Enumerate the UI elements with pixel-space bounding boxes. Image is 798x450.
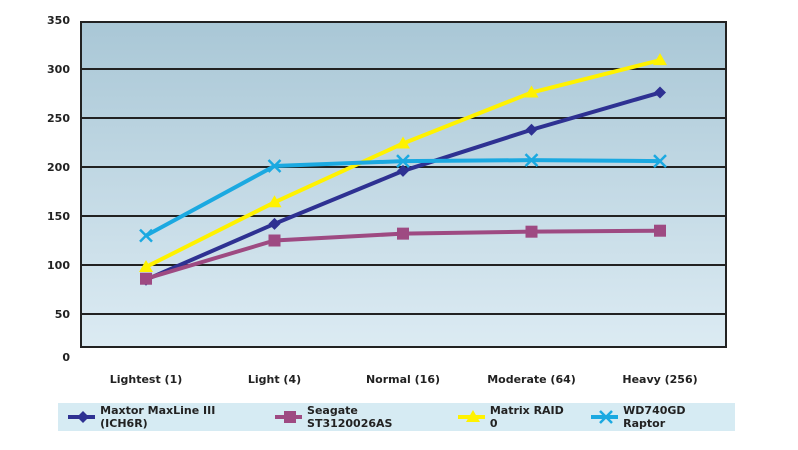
data-point	[268, 217, 281, 230]
y-tick-label: 0	[62, 351, 70, 364]
data-point	[283, 411, 296, 423]
data-point	[397, 227, 409, 240]
legend-label: Seagate ST3120026AS	[307, 404, 393, 430]
y-tick-label: 50	[55, 308, 71, 321]
data-point	[525, 123, 538, 136]
data-point	[396, 154, 410, 169]
y-tick-label: 350	[47, 14, 70, 27]
data-point	[268, 234, 281, 247]
legend-marker	[68, 411, 96, 423]
x-tick-label: Light (4)	[248, 373, 301, 386]
legend-label: Maxtor MaxLine III (ICH6R)	[100, 404, 216, 430]
series-line	[139, 153, 667, 243]
line-chart: 0 50 100 150 200 250 300 350 Lightest (1) Light (…	[47, 14, 727, 386]
x-tick-label: Normal (16)	[366, 373, 440, 386]
plot-area	[80, 21, 727, 348]
legend-marker	[591, 410, 619, 424]
data-point	[524, 85, 539, 98]
series-line	[140, 86, 666, 286]
data-point	[654, 224, 666, 237]
series-line	[140, 224, 666, 285]
y-tick-label: 150	[47, 210, 70, 223]
data-point	[267, 195, 282, 208]
legend-item: WD740GD Raptor	[591, 404, 721, 430]
data-point	[465, 410, 480, 422]
data-point	[653, 154, 667, 169]
data-point	[524, 153, 539, 168]
legend-item: Maxtor MaxLine III (ICH6R)	[68, 404, 251, 430]
data-point	[525, 225, 538, 238]
legend-item: Seagate ST3120026AS	[274, 404, 434, 430]
series-line	[139, 53, 667, 272]
y-tick-label: 250	[47, 112, 70, 125]
legend-label: Matrix RAID 0	[489, 404, 564, 430]
legend-marker	[274, 411, 303, 423]
data-point	[599, 410, 613, 424]
y-tick-label: 300	[47, 63, 70, 76]
y-tick-label: 100	[47, 259, 70, 272]
legend-marker	[457, 410, 485, 422]
data-point	[654, 86, 666, 99]
data-point	[139, 259, 153, 272]
x-tick-label: Lightest (1)	[110, 373, 183, 386]
x-tick-label: Heavy (256)	[622, 373, 697, 386]
legend-item: Matrix RAID 0	[457, 404, 567, 430]
data-point	[653, 53, 667, 66]
data-point	[396, 136, 410, 149]
x-tick-label: Moderate (64)	[487, 373, 576, 386]
data-point	[140, 272, 152, 285]
data-point	[397, 164, 409, 177]
data-point	[77, 411, 89, 423]
data-point	[139, 228, 153, 243]
legend-label: WD740GD Raptor	[623, 404, 686, 430]
legend: Maxtor MaxLine III (ICH6R) Seagate ST3120…	[58, 403, 735, 431]
y-tick-label: 200	[47, 161, 70, 174]
data-point	[267, 159, 282, 173]
